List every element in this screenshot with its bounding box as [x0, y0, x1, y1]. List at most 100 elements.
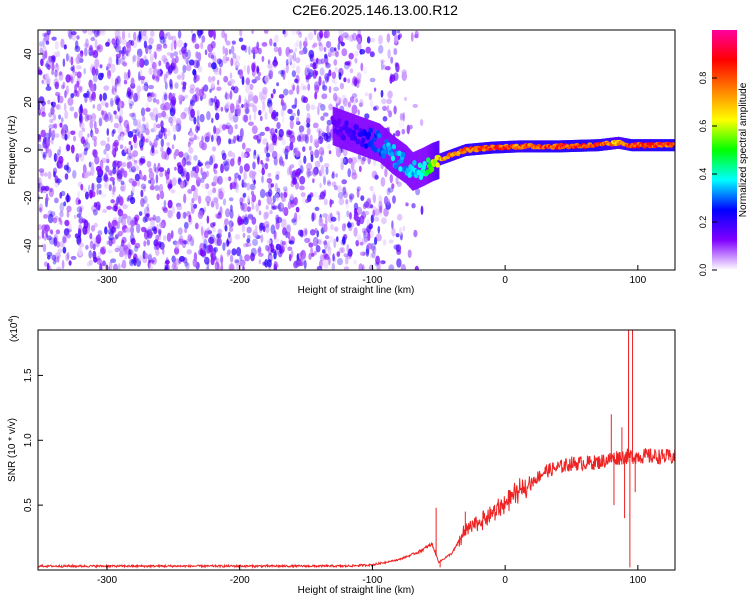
heatmap-cell — [386, 33, 391, 43]
heatmap-cell — [165, 263, 170, 270]
heatmap-cell — [396, 181, 402, 187]
heatmap-cell — [115, 53, 121, 58]
heatmap-cell — [143, 79, 149, 85]
heatmap-cell — [191, 238, 195, 247]
heatmap-cell — [110, 199, 115, 204]
heatmap-cell — [276, 122, 281, 129]
heatmap-cell — [291, 30, 297, 36]
heatmap-cell — [138, 30, 142, 41]
heatmap-cell — [309, 134, 313, 144]
heatmap-cell — [318, 76, 322, 86]
heatmap-cell — [303, 120, 308, 129]
heatmap-cell — [386, 187, 391, 196]
heatmap-cell — [149, 140, 152, 146]
heatmap-cell — [229, 116, 236, 123]
heatmap-cell — [325, 243, 330, 253]
heatmap-cell — [126, 41, 130, 49]
heatmap-cell — [104, 181, 108, 189]
heatmap-cell — [54, 40, 59, 50]
heatmap-cell — [166, 51, 171, 56]
heatmap-cell — [251, 62, 256, 73]
heatmap-cell — [45, 86, 52, 91]
heatmap-cell — [96, 183, 102, 189]
heatmap-cell — [348, 35, 353, 42]
heatmap-cell — [182, 157, 187, 167]
heatmap-cell — [321, 173, 327, 178]
heatmap-cell — [92, 243, 96, 251]
heatmap-cell — [252, 161, 256, 170]
heatmap-cell — [295, 39, 301, 47]
heatmap-cell — [70, 66, 74, 72]
heatmap-cell — [301, 95, 306, 103]
heatmap-cell — [239, 30, 243, 37]
x-tick-label: 100 — [629, 575, 646, 586]
heatmap-cell — [210, 200, 215, 208]
heatmap-cell — [73, 135, 76, 142]
heatmap-cell — [243, 216, 249, 225]
heatmap-cell — [181, 46, 187, 54]
heatmap-cell — [407, 249, 412, 258]
heatmap-cell — [183, 109, 188, 118]
colorbar-tick-label: 0.0 — [698, 264, 708, 277]
heatmap-cell — [379, 260, 386, 265]
heatmap-cell — [116, 245, 120, 251]
heatmap-cell — [355, 79, 360, 88]
heatmap-cell — [322, 80, 325, 90]
heatmap-cell — [206, 215, 210, 224]
heatmap-cell — [217, 263, 221, 270]
heatmap-cell — [320, 104, 326, 111]
heatmap-cell — [110, 97, 114, 108]
heatmap-cell — [300, 83, 305, 91]
heatmap-cell — [191, 33, 195, 42]
heatmap-cell — [219, 67, 222, 76]
heatmap-cell — [216, 58, 222, 65]
heatmap-cell — [328, 235, 334, 243]
heatmap-cell — [143, 240, 147, 247]
heatmap-cell — [254, 76, 261, 81]
heatmap-cell — [250, 252, 255, 262]
heatmap-cell — [345, 256, 349, 265]
heatmap-cell — [221, 30, 226, 39]
heatmap-cell — [112, 167, 117, 175]
heatmap-cell — [123, 244, 128, 251]
heatmap-cell — [290, 250, 294, 259]
heatmap-cell — [144, 252, 149, 260]
heatmap-cell — [177, 30, 182, 39]
heatmap-cell — [214, 127, 221, 135]
heatmap-cell — [124, 250, 128, 260]
heatmap-cell — [153, 227, 158, 235]
heatmap-cell — [396, 213, 403, 221]
heatmap-cell — [67, 30, 73, 38]
heatmap-cell — [210, 41, 216, 49]
heatmap-cell — [139, 125, 144, 133]
heatmap-cell — [327, 51, 332, 58]
heatmap-cell — [165, 175, 170, 185]
heatmap-cell — [272, 140, 277, 146]
heatmap-cell — [307, 83, 311, 91]
heatmap-cell — [96, 187, 99, 196]
heatmap-cell — [98, 117, 103, 127]
heatmap-cell — [163, 200, 167, 208]
heatmap-cell — [140, 183, 147, 190]
heatmap-cell — [331, 181, 337, 187]
heatmap-cell — [158, 183, 164, 194]
heatmap-cell — [39, 207, 42, 212]
heatmap-cell — [320, 254, 325, 262]
heatmap-cell — [317, 136, 324, 145]
heatmap-cell — [122, 61, 128, 66]
heatmap-cell — [242, 192, 247, 198]
heatmap-cell — [406, 124, 410, 135]
heatmap-cell — [125, 244, 131, 250]
heatmap-cell — [188, 59, 195, 66]
heatmap-cell — [44, 197, 50, 202]
heatmap-cell — [299, 40, 302, 50]
heatmap-cell — [246, 226, 252, 234]
heatmap-cell — [148, 252, 153, 261]
heatmap-cell — [124, 146, 127, 153]
heatmap-cell — [357, 37, 361, 44]
heatmap-cell — [124, 127, 128, 136]
heatmap-cell — [316, 265, 323, 270]
heatmap-cell — [389, 174, 393, 184]
heatmap-cell — [234, 260, 241, 266]
heatmap-cell — [414, 30, 419, 38]
